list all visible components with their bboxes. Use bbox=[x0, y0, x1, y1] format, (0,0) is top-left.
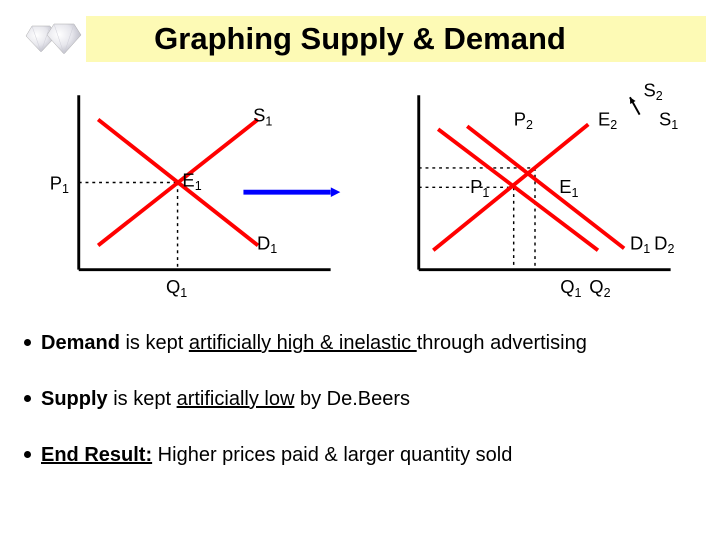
svg-text:S1: S1 bbox=[253, 104, 272, 128]
bullet-text: Demand is kept artificially high & inela… bbox=[41, 330, 587, 356]
chart-right-svg: S2 S1 E2 P2 E1 P1 D1D2 Q1 Q2 bbox=[380, 82, 690, 312]
svg-text:Q1: Q1 bbox=[560, 276, 581, 300]
svg-text:D2: D2 bbox=[654, 232, 674, 256]
svg-text:Q2: Q2 bbox=[589, 276, 610, 300]
svg-text:P1: P1 bbox=[50, 172, 69, 196]
svg-text:Q1: Q1 bbox=[166, 276, 187, 300]
svg-text:S2: S2 bbox=[644, 82, 663, 103]
svg-text:E2: E2 bbox=[598, 108, 617, 132]
bullets: Demand is kept artificially high & inela… bbox=[24, 330, 696, 498]
page-title: Graphing Supply & Demand bbox=[14, 21, 706, 57]
svg-text:E1: E1 bbox=[182, 169, 201, 193]
bullet-item: End Result: Higher prices paid & larger … bbox=[24, 442, 696, 468]
chart-right: S2 S1 E2 P2 E1 P1 D1D2 Q1 Q2 bbox=[380, 82, 690, 312]
bullet-text: End Result: Higher prices paid & larger … bbox=[41, 442, 512, 468]
svg-text:P2: P2 bbox=[514, 108, 533, 132]
title-banner: Graphing Supply & Demand bbox=[14, 12, 706, 66]
bullet-text: Supply is kept artificially low by De.Be… bbox=[41, 386, 410, 412]
svg-text:S1: S1 bbox=[659, 108, 678, 132]
svg-text:E1: E1 bbox=[559, 176, 578, 200]
svg-text:D1: D1 bbox=[257, 232, 277, 256]
bullet-item: Demand is kept artificially high & inela… bbox=[24, 330, 696, 356]
chart-left-svg: S1 D1 E1 P1 Q1 bbox=[40, 82, 350, 312]
bullet-dot bbox=[24, 451, 31, 458]
bullet-dot bbox=[24, 395, 31, 402]
bullet-item: Supply is kept artificially low by De.Be… bbox=[24, 386, 696, 412]
svg-text:D1: D1 bbox=[630, 232, 650, 256]
charts-row: S1D1E1P1Q1 S2S1E2P2E1P1D1D2Q1Q2 bbox=[40, 82, 690, 312]
chart-left: S1 D1 E1 P1 Q1 bbox=[40, 82, 350, 312]
bullet-dot bbox=[24, 339, 31, 346]
svg-text:P1: P1 bbox=[470, 176, 489, 200]
